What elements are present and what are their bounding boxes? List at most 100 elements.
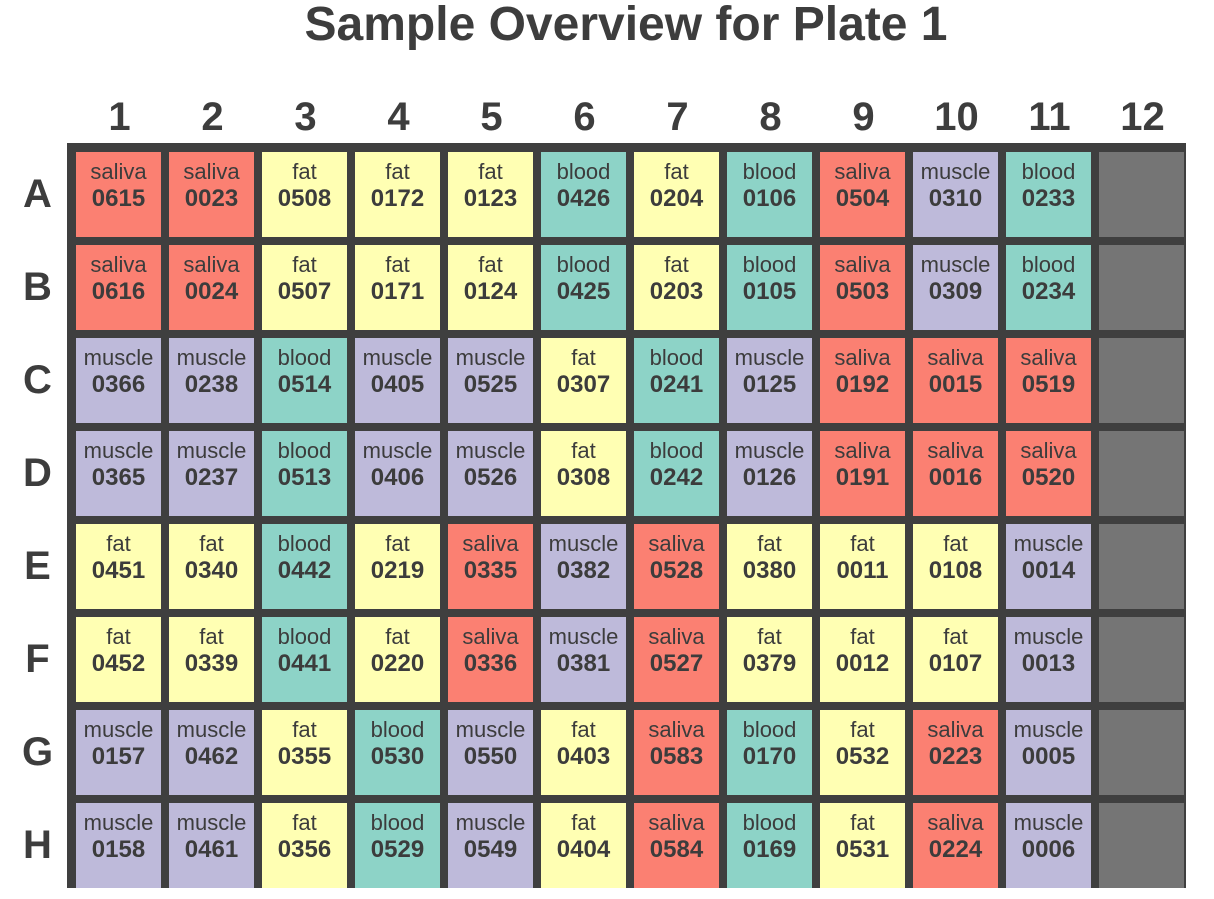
well-tissue-label: fat	[385, 624, 410, 649]
row-label-C: C	[23, 358, 52, 402]
well-sample-id: 0237	[184, 464, 239, 491]
well-B8: blood 0105	[727, 245, 812, 330]
well-H4: blood 0529	[355, 803, 440, 888]
well-A6: blood 0426	[541, 152, 626, 237]
well-tissue-label: fat	[385, 252, 410, 277]
well-sample-id: 0125	[742, 371, 797, 398]
well-sample-id: 0381	[556, 650, 611, 677]
well-tissue-label: muscle	[1013, 531, 1084, 556]
well-tissue-label: blood	[370, 810, 425, 835]
well-B10: muscle 0309	[913, 245, 998, 330]
well-H1: muscle 0158	[76, 803, 161, 888]
well-E7: saliva 0528	[634, 524, 719, 609]
well-sample-id: 0404	[556, 836, 611, 863]
well-C1: muscle 0366	[76, 338, 161, 423]
well-tissue-label: muscle	[83, 438, 154, 463]
well-tissue-label: blood	[742, 810, 797, 835]
well-tissue-label: fat	[664, 159, 689, 184]
well-tissue-label: fat	[478, 159, 503, 184]
well-G2: muscle 0462	[169, 710, 254, 795]
column-label-8: 8	[759, 95, 782, 139]
column-label-5: 5	[480, 95, 503, 139]
well-sample-id: 0549	[463, 836, 518, 863]
well-F4: fat 0220	[355, 617, 440, 702]
well-G1: muscle 0157	[76, 710, 161, 795]
well-tissue-label: fat	[292, 717, 317, 742]
well-H11: muscle 0006	[1006, 803, 1091, 888]
well-sample-id: 0530	[370, 743, 425, 770]
well-sample-id: 0241	[649, 371, 704, 398]
well-sample-id: 0012	[835, 650, 890, 677]
well-sample-id: 0242	[649, 464, 704, 491]
well-F10: fat 0107	[913, 617, 998, 702]
well-E6: muscle 0382	[541, 524, 626, 609]
well-sample-id: 0405	[370, 371, 425, 398]
well-sample-id: 0514	[277, 371, 332, 398]
well-D11: saliva 0520	[1006, 431, 1091, 516]
well-tissue-label: fat	[199, 531, 224, 556]
well-sample-id: 0223	[928, 743, 983, 770]
row-headers: A B C D E F G H	[0, 143, 75, 888]
well-tissue-label: fat	[757, 624, 782, 649]
well-A2: saliva 0023	[169, 152, 254, 237]
well-tissue-label: muscle	[548, 531, 619, 556]
well-sample-id: 0403	[556, 743, 611, 770]
chart-title: Sample Overview for Plate 1	[304, 0, 948, 51]
well-tissue-label: muscle	[362, 438, 433, 463]
well-tissue-label: fat	[292, 810, 317, 835]
well-sample-id: 0308	[556, 464, 611, 491]
well-sample-id: 0339	[184, 650, 239, 677]
well-sample-id: 0233	[1021, 185, 1076, 212]
well-sample-id: 0340	[184, 557, 239, 584]
well-D3: blood 0513	[262, 431, 347, 516]
well-tissue-label: blood	[277, 345, 332, 370]
well-G6: fat 0403	[541, 710, 626, 795]
well-sample-id: 0238	[184, 371, 239, 398]
well-sample-id: 0014	[1021, 557, 1076, 584]
well-E3: blood 0442	[262, 524, 347, 609]
well-tissue-label: muscle	[1013, 810, 1084, 835]
well-H9: fat 0531	[820, 803, 905, 888]
well-tissue-label: saliva	[1020, 438, 1077, 463]
well-tissue-label: muscle	[920, 159, 991, 184]
well-tissue-label: fat	[292, 252, 317, 277]
well-tissue-label: muscle	[1013, 624, 1084, 649]
well-E4: fat 0219	[355, 524, 440, 609]
well-tissue-label: muscle	[455, 345, 526, 370]
well-sample-id: 0513	[277, 464, 332, 491]
well-G11: muscle 0005	[1006, 710, 1091, 795]
well-sample-id: 0441	[277, 650, 332, 677]
well-sample-id: 0124	[463, 278, 518, 305]
well-sample-id: 0123	[463, 185, 518, 212]
well-B5: fat 0124	[448, 245, 533, 330]
well-H6: fat 0404	[541, 803, 626, 888]
well-H3: fat 0356	[262, 803, 347, 888]
column-label-4: 4	[387, 95, 410, 139]
well-tissue-label: blood	[277, 531, 332, 556]
empty-well-B12	[1099, 245, 1184, 330]
well-tissue-label: muscle	[83, 810, 154, 835]
well-G7: saliva 0583	[634, 710, 719, 795]
well-sample-id: 0005	[1021, 743, 1076, 770]
well-tissue-label: blood	[649, 438, 704, 463]
well-D1: muscle 0365	[76, 431, 161, 516]
well-A4: fat 0172	[355, 152, 440, 237]
well-sample-id: 0015	[928, 371, 983, 398]
well-tissue-label: fat	[571, 717, 596, 742]
well-tissue-label: muscle	[455, 717, 526, 742]
well-sample-id: 0335	[463, 557, 518, 584]
row-label-D: D	[23, 451, 52, 495]
well-tissue-label: saliva	[1020, 345, 1077, 370]
well-sample-id: 0616	[91, 278, 146, 305]
well-D5: muscle 0526	[448, 431, 533, 516]
well-E9: fat 0011	[820, 524, 905, 609]
well-tissue-label: fat	[850, 810, 875, 835]
well-H7: saliva 0584	[634, 803, 719, 888]
well-sample-id: 0220	[370, 650, 425, 677]
well-sample-id: 0170	[742, 743, 797, 770]
column-label-11: 11	[1028, 95, 1071, 139]
well-sample-id: 0219	[370, 557, 425, 584]
well-C11: saliva 0519	[1006, 338, 1091, 423]
well-tissue-label: saliva	[462, 624, 519, 649]
well-sample-id: 0503	[835, 278, 890, 305]
